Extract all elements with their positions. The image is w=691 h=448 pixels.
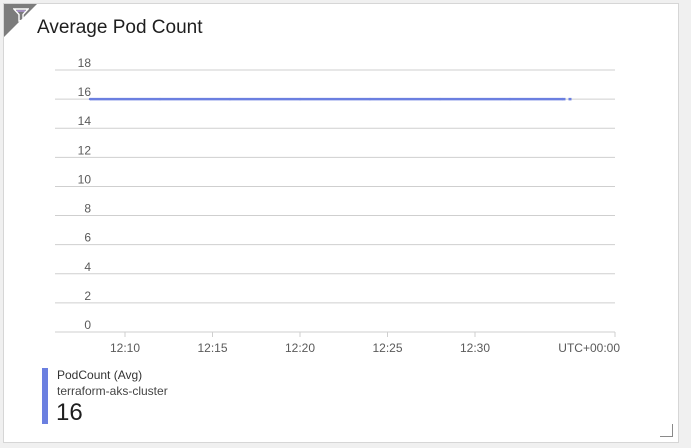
y-tick-label: 10 [78,172,92,186]
x-tick-label: 12:20 [285,341,315,355]
data-point [298,97,302,101]
x-tick-label: 12:10 [110,341,140,355]
y-tick-label: 6 [84,231,91,245]
timezone-label: UTC+00:00 [558,341,620,355]
data-point [438,97,442,101]
resize-handle[interactable] [660,424,673,437]
legend-value: 16 [56,399,83,426]
filter-icon[interactable] [13,8,29,22]
data-point [88,97,92,101]
y-tick-label: 8 [84,202,91,216]
data-point [508,97,512,101]
y-tick-label: 12 [78,143,92,157]
y-tick-label: 4 [84,260,91,274]
legend-color-swatch [42,368,48,424]
x-tick-label: 12:15 [197,341,227,355]
data-point [228,97,232,101]
x-tick-label: 12:30 [460,341,490,355]
data-point [158,97,162,101]
y-tick-label: 14 [78,114,92,128]
x-tick-label: 12:25 [372,341,402,355]
y-tick-label: 2 [84,289,91,303]
y-tick-label: 0 [84,318,91,332]
y-tick-label: 18 [78,56,92,70]
data-point [368,97,372,101]
line-chart[interactable]: 0 2 4 6 8 10 12 14 16 18 12:10 12:15 12:20 12:25 12:30… [4,4,680,364]
chart-tile[interactable]: Average Pod Count 0 2 4 6 8 10 12 14 16 18 12:10 12… [3,3,679,443]
legend-resource-name: terraform-aks-cluster [57,384,168,398]
y-tick-label: 16 [78,85,92,99]
chart-title: Average Pod Count [37,17,203,38]
data-point [561,97,564,101]
legend-series-name: PodCount (Avg) [57,368,143,382]
